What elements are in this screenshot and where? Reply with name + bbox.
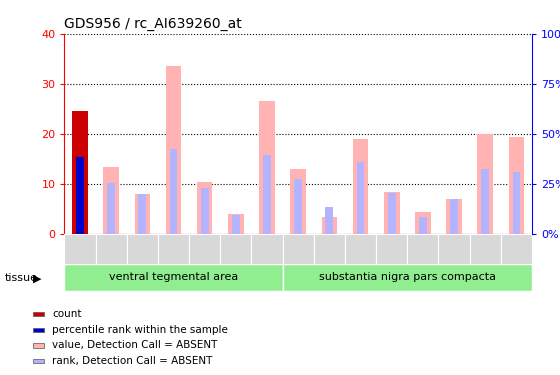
Bar bbox=[291, 169, 306, 234]
Text: ventral tegmental area: ventral tegmental area bbox=[109, 273, 238, 282]
Bar bbox=[127, 238, 158, 242]
Bar bbox=[283, 264, 532, 291]
Bar bbox=[170, 149, 178, 234]
Bar bbox=[189, 234, 220, 264]
Bar bbox=[512, 172, 520, 234]
Bar bbox=[407, 234, 438, 264]
Bar bbox=[470, 238, 501, 242]
Bar bbox=[470, 234, 501, 264]
Bar bbox=[33, 328, 44, 332]
Bar bbox=[251, 234, 283, 264]
Bar bbox=[96, 234, 127, 264]
Bar bbox=[353, 139, 368, 234]
Bar bbox=[478, 134, 493, 234]
Text: substantia nigra pars compacta: substantia nigra pars compacta bbox=[319, 273, 496, 282]
Text: GDS956 / rc_AI639260_at: GDS956 / rc_AI639260_at bbox=[64, 17, 242, 32]
Bar bbox=[108, 183, 115, 234]
Bar bbox=[501, 234, 532, 264]
Bar bbox=[263, 155, 271, 234]
Text: ▶: ▶ bbox=[32, 273, 41, 283]
Bar bbox=[407, 238, 438, 242]
Bar bbox=[158, 234, 189, 264]
Bar bbox=[64, 264, 283, 291]
Bar bbox=[376, 234, 407, 264]
Text: tissue: tissue bbox=[4, 273, 38, 283]
Bar bbox=[357, 162, 365, 234]
Bar bbox=[104, 166, 119, 234]
Bar bbox=[197, 182, 212, 234]
Bar bbox=[72, 111, 88, 234]
Bar bbox=[166, 66, 181, 234]
Bar bbox=[283, 238, 314, 242]
Bar bbox=[76, 157, 84, 234]
Bar bbox=[321, 217, 337, 234]
Bar bbox=[295, 179, 302, 234]
Bar bbox=[33, 312, 44, 316]
Bar bbox=[283, 234, 314, 264]
Bar bbox=[450, 199, 458, 234]
Bar bbox=[201, 188, 208, 234]
Bar bbox=[96, 238, 127, 242]
Bar bbox=[446, 199, 462, 234]
Bar bbox=[64, 234, 96, 264]
Bar bbox=[33, 359, 44, 363]
Bar bbox=[134, 194, 150, 234]
Text: count: count bbox=[52, 309, 82, 319]
Bar bbox=[72, 111, 88, 234]
Bar bbox=[419, 217, 427, 234]
Bar bbox=[388, 193, 395, 234]
Bar bbox=[376, 238, 407, 242]
Bar bbox=[259, 102, 275, 234]
Text: percentile rank within the sample: percentile rank within the sample bbox=[52, 325, 228, 335]
Bar bbox=[438, 234, 470, 264]
Bar bbox=[189, 238, 220, 242]
Bar bbox=[251, 238, 283, 242]
Bar bbox=[345, 234, 376, 264]
Bar bbox=[33, 343, 44, 348]
Bar bbox=[64, 238, 96, 242]
Bar bbox=[508, 136, 524, 234]
Bar bbox=[158, 238, 189, 242]
Bar bbox=[232, 215, 240, 234]
Bar bbox=[501, 238, 532, 242]
Bar bbox=[314, 234, 345, 264]
Bar bbox=[345, 238, 376, 242]
Text: value, Detection Call = ABSENT: value, Detection Call = ABSENT bbox=[52, 340, 218, 350]
Bar bbox=[482, 169, 489, 234]
Bar bbox=[228, 214, 244, 234]
Bar bbox=[220, 234, 251, 264]
Text: rank, Detection Call = ABSENT: rank, Detection Call = ABSENT bbox=[52, 356, 213, 366]
Bar bbox=[325, 207, 333, 234]
Bar bbox=[438, 238, 470, 242]
Bar bbox=[127, 234, 158, 264]
Bar bbox=[76, 157, 84, 234]
Bar bbox=[220, 238, 251, 242]
Bar bbox=[138, 194, 146, 234]
Bar bbox=[415, 212, 431, 234]
Bar bbox=[384, 192, 399, 234]
Bar bbox=[314, 238, 345, 242]
